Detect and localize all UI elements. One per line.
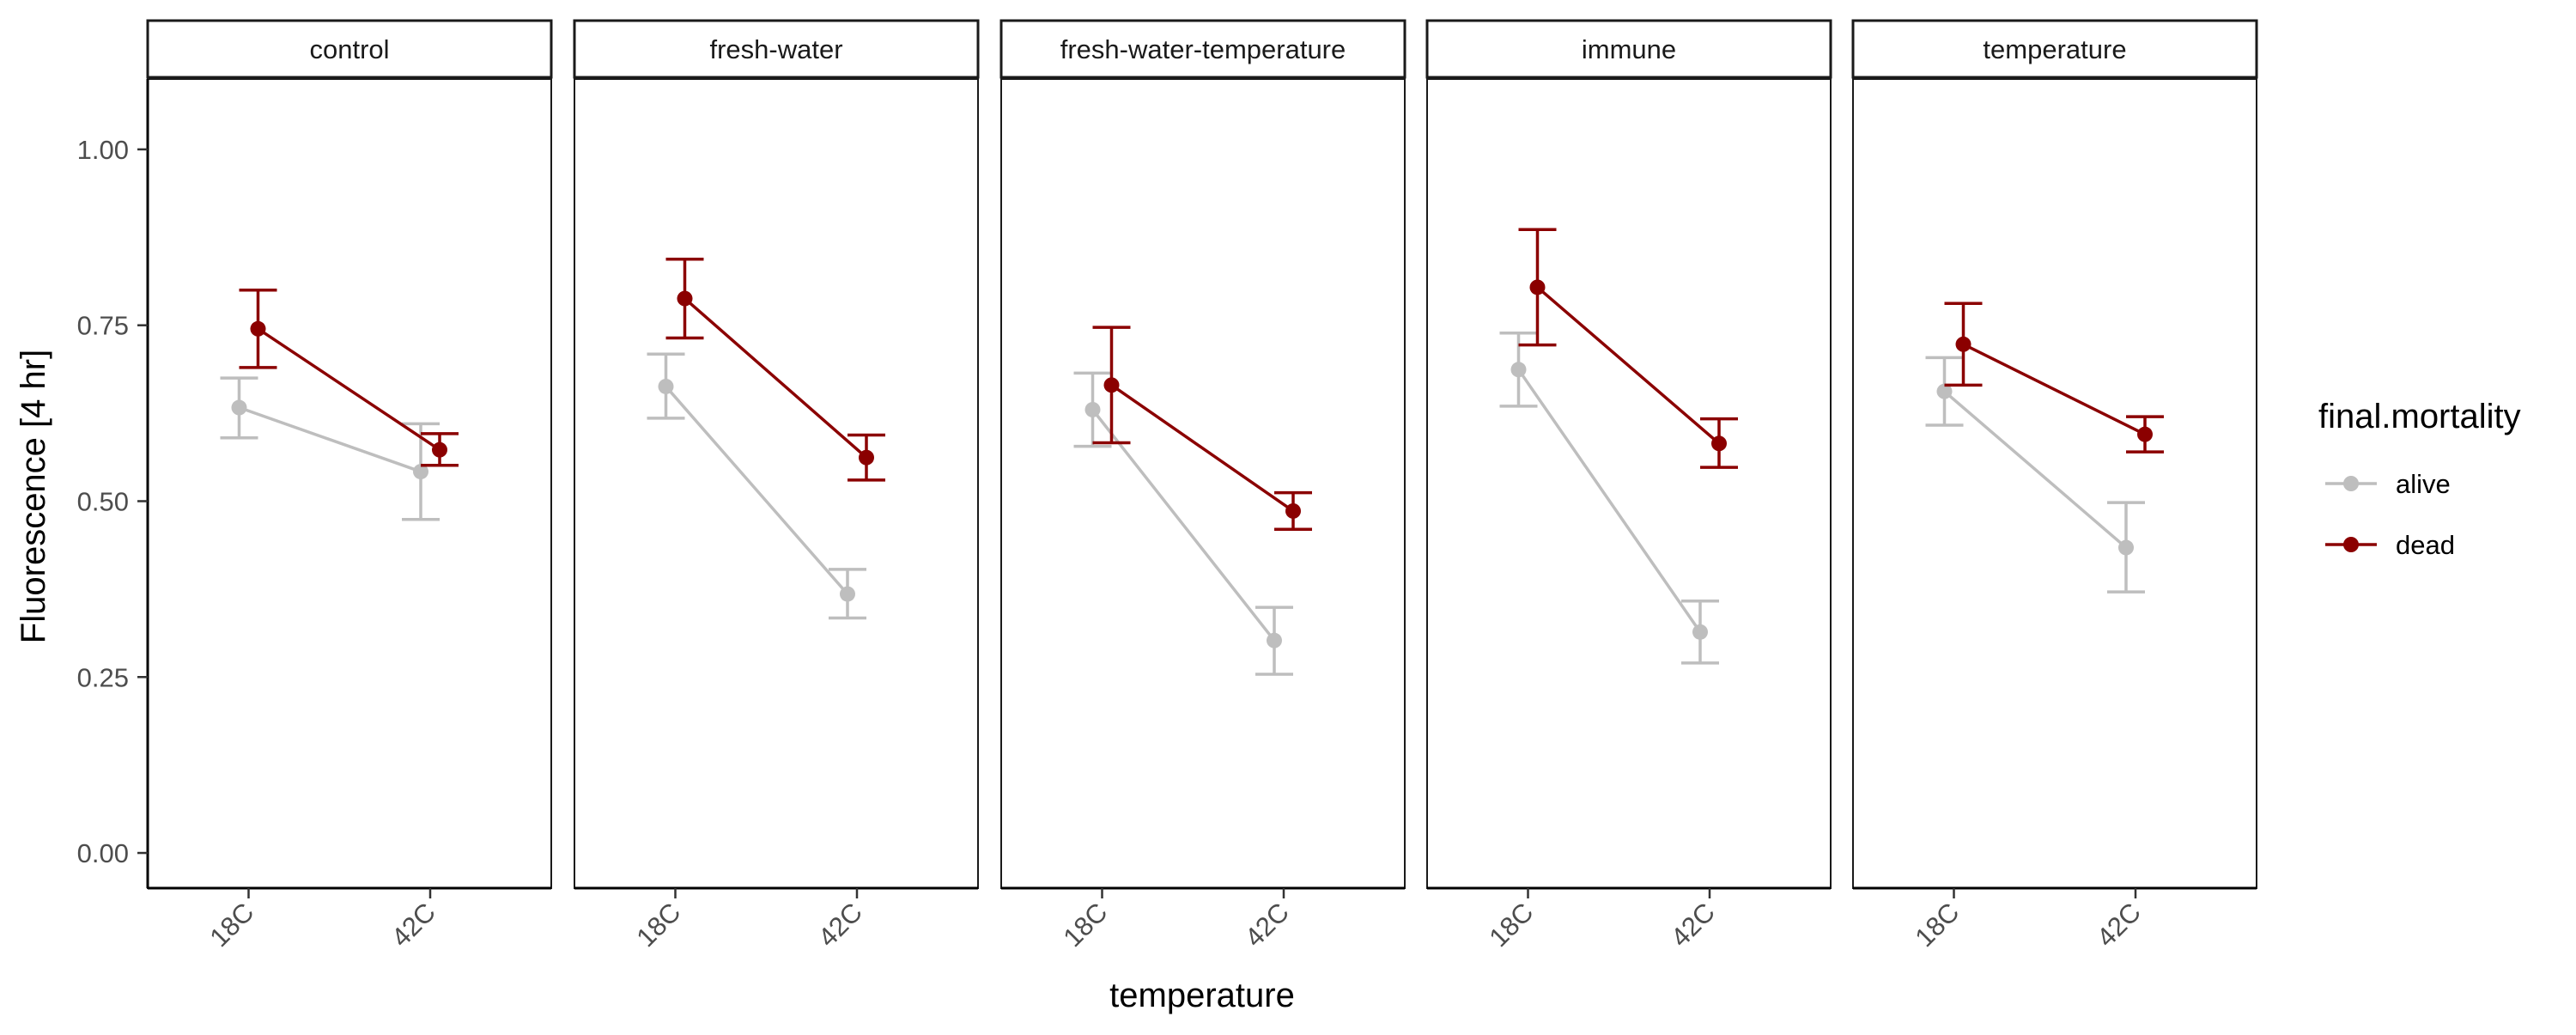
data-point (2118, 539, 2134, 556)
data-point (250, 320, 266, 337)
y-axis: 0.00 0.25 0.50 0.75 1.00 (77, 79, 149, 888)
series-line (1536, 286, 1721, 445)
y-axis-title: Fluorescence [4 hr] (15, 350, 52, 643)
data-point (1084, 401, 1101, 417)
legend-item-dead: dead (2325, 530, 2455, 560)
series-line (665, 385, 849, 595)
series-dead (1092, 326, 1312, 531)
facet-panel-fresh-water-temperature: fresh-water-temperature 18C 42C (999, 19, 1406, 953)
facet-strip (999, 19, 1406, 79)
x-tick-label: 42C (812, 897, 868, 953)
data-point (413, 464, 428, 480)
series-alive (1499, 331, 1719, 665)
legend: final.mortality alive dead (2318, 398, 2521, 560)
series-line (238, 405, 422, 473)
legend-label: dead (2396, 530, 2455, 560)
facet-strip (1851, 19, 2258, 79)
panel-border (1426, 78, 1832, 889)
series-line (1517, 368, 1702, 633)
panel-border (574, 78, 979, 889)
legend-label: alive (2396, 469, 2451, 499)
legend-key-point (2343, 537, 2359, 552)
legend-item-alive: alive (2325, 469, 2451, 499)
panel-border (1000, 78, 1406, 889)
data-point (859, 449, 874, 466)
x-tick-label: 42C (1665, 897, 1721, 953)
facet-strip (146, 19, 553, 79)
data-point (432, 441, 447, 458)
x-tick-label: 18C (1909, 897, 1965, 953)
series-line (683, 297, 868, 460)
series-alive (220, 376, 440, 521)
data-point (677, 290, 693, 307)
y-tick-label: 1.00 (77, 135, 129, 165)
x-tick-label: 18C (630, 897, 686, 953)
data-point (1103, 377, 1120, 393)
data-point (231, 399, 247, 416)
facet-strip-label: immune (1582, 34, 1676, 64)
series-line (1943, 390, 2128, 549)
y-tick-label: 0.00 (77, 838, 129, 868)
facet-panel-immune: immune 18C 42C (1425, 19, 1832, 953)
series-dead (665, 257, 885, 482)
series-dead (1944, 301, 2164, 454)
series-line (1962, 343, 2146, 436)
data-point (658, 378, 674, 394)
data-point (1267, 632, 1282, 648)
data-point (2137, 426, 2153, 442)
data-point (1510, 362, 1527, 378)
x-tick-label: 42C (2091, 897, 2147, 953)
facet-strip (1425, 19, 1832, 79)
data-point (840, 586, 855, 602)
x-axis-title: temperature (1109, 977, 1295, 1014)
x-tick-label: 18C (204, 897, 259, 953)
series-alive (647, 352, 866, 620)
panel-border (1852, 78, 2257, 889)
series-alive (1925, 356, 2145, 594)
y-tick-label: 0.50 (77, 486, 129, 516)
y-tick-label: 0.25 (77, 662, 129, 692)
facet-strip-label: control (309, 34, 389, 64)
series-dead (239, 288, 459, 467)
facet-panel-temperature: temperature 18C 42C (1851, 19, 2258, 953)
series-line (1110, 383, 1294, 513)
series-alive (1073, 371, 1293, 676)
facet-strip (573, 19, 980, 79)
facet-panel-control: control 18C 42C (146, 19, 553, 953)
legend-key-point (2343, 476, 2359, 491)
panel-border (147, 78, 552, 889)
series-dead (1518, 228, 1738, 469)
legend-title: final.mortality (2318, 398, 2521, 435)
x-tick-label: 42C (386, 897, 441, 953)
x-tick-label: 18C (1483, 897, 1539, 953)
facet-strip-label: fresh-water (709, 34, 842, 64)
facet-panel-fresh-water: fresh-water 18C 42C (573, 19, 980, 953)
y-tick-label: 0.75 (77, 311, 129, 341)
data-point (1529, 279, 1546, 295)
series-line (1091, 408, 1276, 642)
x-tick-label: 42C (1239, 897, 1295, 953)
data-point (1692, 624, 1708, 640)
data-point (1285, 502, 1301, 519)
facet-strip-label: temperature (1983, 34, 2126, 64)
data-point (1936, 383, 1953, 399)
facet-strip-label: fresh-water-temperature (1060, 34, 1346, 64)
data-point (1955, 336, 1971, 352)
series-line (257, 327, 440, 452)
x-tick-label: 18C (1057, 897, 1113, 953)
data-point (1711, 435, 1727, 452)
